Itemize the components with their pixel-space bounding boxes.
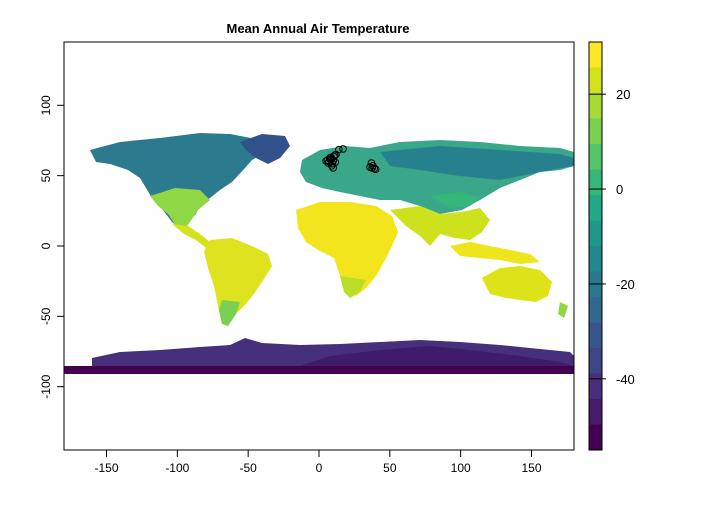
x-tick-label: 100	[451, 461, 471, 475]
north-america	[90, 133, 270, 228]
legend-swatch	[589, 424, 602, 451]
y-tick-label: 0	[39, 242, 53, 249]
antarctic-band	[64, 366, 574, 374]
legend-swatch	[589, 322, 602, 349]
legend-swatch	[589, 67, 602, 94]
legend-swatch	[589, 348, 602, 374]
greenland	[240, 134, 290, 164]
y-tick-label: 50	[39, 169, 53, 183]
observation-points	[322, 145, 380, 174]
y-tick-label: 100	[39, 95, 53, 115]
antarctica-interior	[300, 346, 574, 366]
south-america-south	[219, 300, 240, 326]
legend-swatch	[589, 246, 602, 272]
legend-swatch	[589, 118, 602, 145]
x-tick-label: 50	[383, 461, 397, 475]
south-asia	[390, 206, 490, 246]
legend-swatch	[589, 42, 602, 68]
tibet	[430, 192, 480, 208]
legend-swatch	[589, 373, 602, 400]
x-tick-label: -150	[94, 461, 118, 475]
temperature-raster	[64, 133, 574, 374]
south-america	[204, 238, 272, 326]
indonesia	[450, 242, 540, 264]
legend-swatch	[589, 169, 602, 196]
observation-point	[335, 145, 343, 154]
x-tick-label: 150	[521, 461, 541, 475]
legend-swatch	[589, 93, 602, 119]
africa	[296, 202, 398, 296]
siberia	[380, 146, 574, 180]
y-tick-label: -50	[39, 307, 53, 325]
y-axis: 100 50 0 -50 -100	[39, 95, 65, 399]
central-america	[172, 224, 214, 248]
x-tick-label: -100	[165, 461, 189, 475]
new-zealand	[558, 302, 568, 318]
legend-border	[588, 41, 603, 451]
legend-tick-label: -40	[616, 372, 635, 387]
south-africa	[340, 276, 366, 298]
x-tick-label: -50	[239, 461, 257, 475]
australia	[482, 266, 552, 302]
legend-tick-label: 0	[616, 182, 623, 197]
legend-swatch	[589, 144, 602, 170]
north-america-south	[150, 188, 210, 230]
legend-swatch	[589, 399, 602, 425]
legend-swatch	[589, 195, 602, 221]
color-legend: 20 0 -20 -40	[588, 41, 635, 451]
legend-swatch	[589, 271, 602, 298]
map-title: Mean Annual Air Temperature	[227, 21, 410, 36]
observation-point	[331, 158, 340, 167]
x-axis: -150 -100 -50 0 50 100 150	[94, 449, 542, 475]
legend-tick-label: 20	[616, 87, 630, 102]
legend-tick-label: -20	[616, 277, 635, 292]
observation-point	[339, 145, 347, 153]
x-tick-label: 0	[316, 461, 323, 475]
legend-swatch	[589, 220, 602, 247]
y-tick-label: -100	[39, 374, 53, 398]
observation-point	[371, 165, 380, 174]
legend-swatch	[589, 297, 602, 323]
observation-point	[367, 159, 376, 167]
